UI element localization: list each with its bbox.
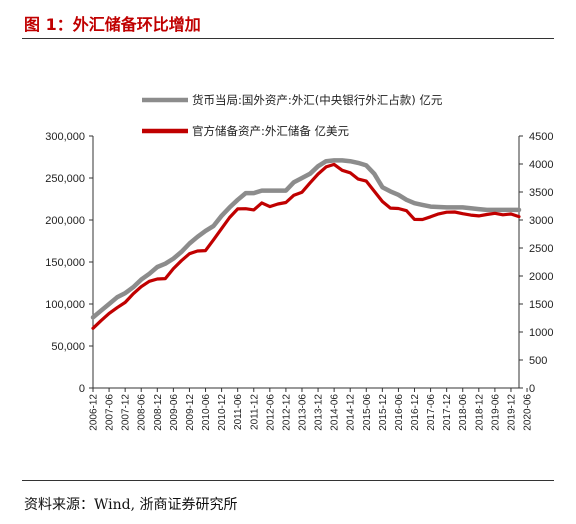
x-tick-label: 2017-06 xyxy=(426,394,437,431)
left-tick-label: 250,000 xyxy=(45,173,85,185)
x-tick-label: 2007-12 xyxy=(121,394,132,431)
x-tick-label: 2019-12 xyxy=(506,394,517,431)
left-tick-label: 200,000 xyxy=(45,215,85,227)
x-tick-label: 2006-12 xyxy=(89,394,100,431)
x-tick-label: 2018-12 xyxy=(474,394,485,431)
source-note: 资料来源：Wind, 浙商证券研究所 xyxy=(24,494,238,514)
x-tick-label: 2012-06 xyxy=(265,394,276,431)
x-tick-label: 2010-06 xyxy=(201,394,212,431)
left-tick-label: 100,000 xyxy=(45,299,85,311)
figure-title: 图 1：外汇储备环比增加 xyxy=(24,15,201,34)
x-tick-label: 2012-12 xyxy=(281,394,292,431)
left-tick-label: 300,000 xyxy=(45,131,85,143)
x-tick-label: 2015-06 xyxy=(362,394,373,431)
right-tick-label: 2000 xyxy=(529,271,553,283)
x-tick-label: 2019-06 xyxy=(490,394,501,431)
left-tick-label: 50,000 xyxy=(51,341,85,353)
x-tick-label: 2020-06 xyxy=(523,394,534,431)
source-rule xyxy=(22,480,554,481)
right-tick-label: 1500 xyxy=(529,299,553,311)
series-line-reserves xyxy=(91,162,521,330)
right-tick-label: 4000 xyxy=(529,159,553,171)
left-tick-label: 0 xyxy=(79,383,85,395)
x-tick-label: 2011-06 xyxy=(233,394,244,430)
x-tick-label: 2016-06 xyxy=(394,394,405,431)
x-tick-label: 2008-12 xyxy=(153,394,164,431)
chart-axes: 0 50,000 100,000 150,000 200,000 250,000 300,0… xyxy=(45,131,553,431)
chart-series xyxy=(90,158,522,330)
x-tick-label: 2007-06 xyxy=(105,394,116,431)
right-tick-label: 1000 xyxy=(529,327,553,339)
right-tick-label: 500 xyxy=(529,355,547,367)
x-tick-label: 2008-06 xyxy=(137,394,148,431)
x-tick-label: 2010-12 xyxy=(217,394,228,431)
x-tick-label: 2013-06 xyxy=(297,394,308,431)
x-tick-label: 2009-06 xyxy=(169,394,180,431)
title-rule xyxy=(22,38,554,39)
x-tick-label: 2014-06 xyxy=(330,394,341,431)
legend-label-reserves: 官方储备资产:外汇储备 亿美元 xyxy=(192,124,350,138)
chart-legend: 货币当局:国外资产:外汇(中央银行外汇占款) 亿元 官方储备资产:外汇储备 亿美… xyxy=(142,93,443,138)
source-label: 资料来源： xyxy=(24,497,94,513)
x-tick-label: 2009-12 xyxy=(185,394,196,431)
series-line-fx-funds xyxy=(90,158,522,320)
x-tick-label: 2018-06 xyxy=(458,394,469,431)
right-tick-label: 2500 xyxy=(529,243,553,255)
x-tick-label: 2015-12 xyxy=(378,394,389,431)
right-tick-label: 4500 xyxy=(529,131,553,143)
x-tick-label: 2016-12 xyxy=(410,394,421,431)
x-tick-label: 2014-12 xyxy=(346,394,357,431)
legend-label-fx-funds: 货币当局:国外资产:外汇(中央银行外汇占款) 亿元 xyxy=(192,93,443,107)
right-tick-label: 3000 xyxy=(529,215,553,227)
right-tick-label: 0 xyxy=(529,383,535,395)
x-tick-label: 2017-12 xyxy=(442,394,453,431)
right-tick-label: 3500 xyxy=(529,187,553,199)
left-tick-label: 150,000 xyxy=(45,257,85,269)
source-text: Wind, 浙商证券研究所 xyxy=(94,497,238,513)
x-tick-label: 2013-12 xyxy=(314,394,325,431)
line-chart: 0 50,000 100,000 150,000 200,000 250,000 300,0… xyxy=(45,93,553,431)
x-tick-label: 2011-12 xyxy=(249,394,260,430)
